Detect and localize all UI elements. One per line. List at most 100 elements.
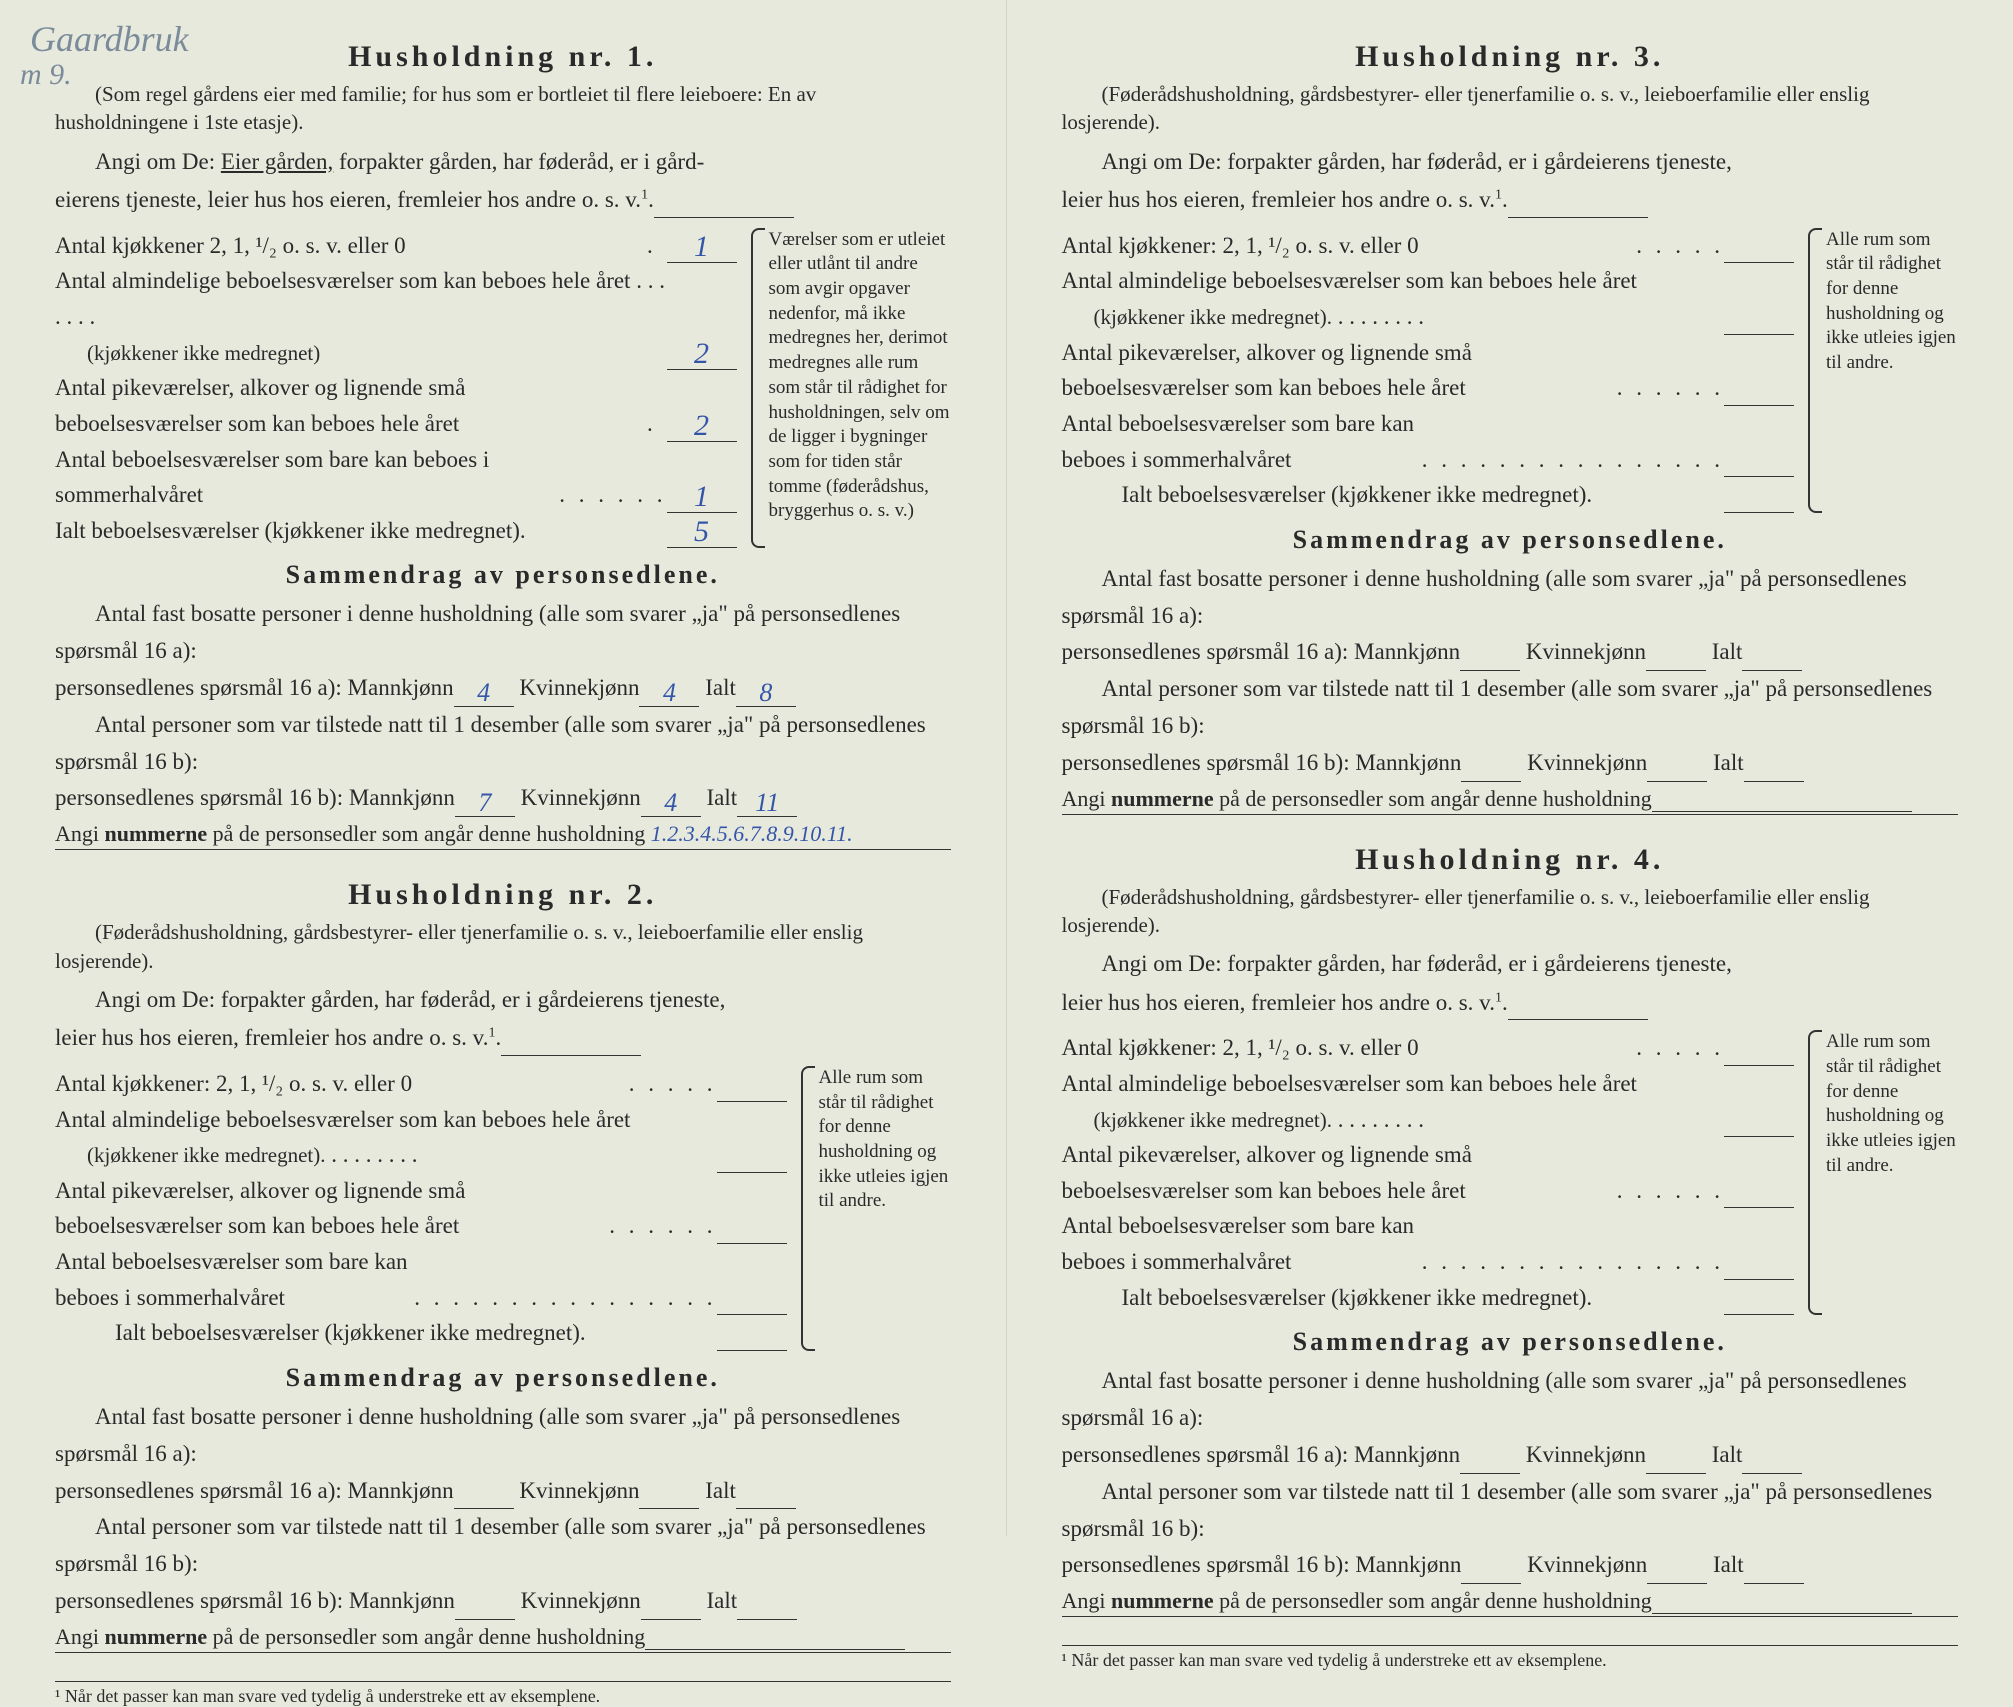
almindelige-label-text: Antal almindelige beboelsesværelser som … (1062, 268, 1637, 293)
tilstede-1-vals: personsedlenes spørsmål 16 b): Mannkjønn… (55, 780, 951, 817)
bosatte-m[interactable]: 4 (454, 680, 514, 707)
household-4-angi2: leier hus hos eieren, fremleier hos andr… (1062, 986, 1959, 1021)
kvinnekjonn-label: Kvinnekjønn (519, 675, 639, 700)
tilstede-i[interactable]: 11 (737, 790, 797, 817)
pike-label: Antal pikeværelser, alkover og lignende … (1062, 1137, 1617, 1208)
almindelige-value[interactable] (717, 1170, 787, 1173)
tilstede-k[interactable] (641, 1619, 701, 1620)
ialt-value[interactable] (1724, 510, 1794, 513)
almindelige-label: Antal almindelige beboelsesværelser som … (55, 263, 667, 370)
rooms-left: Antal kjøkkener: 2, 1, ¹/₂ o. s. v. elle… (1062, 1030, 1795, 1315)
room-almindelige: Antal almindelige beboelsesværelser som … (1062, 1066, 1795, 1137)
room-ialt: Ialt beboelsesværelser (kjøkkener ikke m… (55, 1315, 787, 1351)
tilstede-k[interactable] (1647, 781, 1707, 782)
bosatte-3: Antal fast bosatte personer i denne hush… (1062, 561, 1959, 635)
summary-title-3: Sammendrag av personsedlene. (1062, 525, 1959, 555)
kvinnekjonn-label: Kvinnekjønn (519, 1478, 639, 1503)
rooms-sidebar-2: Alle rum som står til rådighet for denne… (801, 1066, 951, 1351)
nummerne-value[interactable] (1652, 811, 1912, 812)
nummerne-value[interactable] (645, 1649, 905, 1650)
mannkjonn-label: Mannkjønn (1355, 750, 1461, 775)
tilstede-m[interactable]: 7 (455, 790, 515, 817)
pike-value[interactable] (1724, 1205, 1794, 1208)
sommer-value[interactable] (1724, 474, 1794, 477)
bosatte-3-vals: personsedlenes spørsmål 16 a): Mannkjønn… (1062, 634, 1959, 671)
room-kjokkener: Antal kjøkkener: 2, 1, ¹/₂ o. s. v. elle… (1062, 1030, 1795, 1066)
sommer-value[interactable] (717, 1312, 787, 1315)
tilstede-m[interactable] (1461, 1583, 1521, 1584)
household-1-angi2: eierens tjeneste, leier hus hos eieren, … (55, 183, 951, 218)
rooms-sidebar-4: Alle rum som står til rådighet for denne… (1808, 1030, 1958, 1315)
bosatte-k[interactable]: 4 (639, 680, 699, 707)
tilstede-i[interactable] (1744, 1583, 1804, 1584)
almindelige-sub: (kjøkkener ikke medregnet). (1062, 1108, 1333, 1132)
page-right: Husholdning nr. 3. (Føderådshusholdning,… (1007, 0, 2013, 1536)
household-3: Husholdning nr. 3. (Føderådshusholdning,… (1062, 40, 1959, 815)
rooms-sidebar-3: Alle rum som står til rådighet for denne… (1808, 228, 1958, 513)
kjokkener-value[interactable] (1724, 1063, 1794, 1066)
ialt-label: Ialt beboelsesværelser (kjøkkener ikke m… (55, 1315, 717, 1351)
kjokkener-value[interactable] (1724, 260, 1794, 263)
dots: . . . . . (1636, 1030, 1724, 1066)
ialt-value[interactable] (717, 1348, 787, 1351)
ialt-label: Ialt (1712, 639, 1743, 664)
kjokkener-value[interactable] (717, 1099, 787, 1102)
footnote-ref: 1 (641, 188, 648, 203)
room-sommer: Antal beboelsesværelser som bare kan beb… (55, 1244, 787, 1315)
summary-title-4: Sammendrag av personsedlene. (1062, 1327, 1959, 1357)
ialt-value[interactable]: 5 (667, 518, 737, 548)
sommer-value[interactable]: 1 (667, 483, 737, 513)
room-sommer: Antal beboelsesværelser som bare kan beb… (55, 442, 737, 513)
almindelige-value[interactable] (1724, 332, 1794, 335)
nummerne-3: Angi nummerne på de personsedler som ang… (1062, 786, 1959, 815)
angi-blank[interactable] (501, 1055, 641, 1056)
ialt-label: Ialt (1713, 1552, 1744, 1577)
dots: . (637, 406, 666, 442)
tilstede-i[interactable] (1744, 781, 1804, 782)
room-pike: Antal pikeværelser, alkover og lignende … (1062, 1137, 1795, 1208)
sidebar-text: Værelser som er utleiet eller utlånt til… (769, 229, 950, 522)
pike-label: Antal pikeværelser, alkover og lignende … (1062, 335, 1617, 406)
room-ialt: Ialt beboelsesværelser (kjøkkener ikke m… (55, 513, 737, 549)
tilstede-m[interactable] (1461, 781, 1521, 782)
household-1: Husholdning nr. 1. (Som regel gårdens ei… (55, 40, 951, 850)
tilstede-m[interactable] (455, 1619, 515, 1620)
dots: . . . . . . (559, 477, 666, 513)
sommer-label: Antal beboelsesværelser som bare kan beb… (55, 442, 559, 513)
tilstede-k[interactable] (1647, 1583, 1707, 1584)
pike-value[interactable] (717, 1241, 787, 1244)
rooms-left: Antal kjøkkener: 2, 1, ¹/₂ o. s. v. elle… (1062, 228, 1795, 513)
pike-value[interactable] (1724, 403, 1794, 406)
angi-blank[interactable] (1508, 1019, 1648, 1020)
brace-icon (1808, 228, 1822, 513)
rooms-sidebar-1: Værelser som er utleiet eller utlånt til… (751, 228, 951, 549)
household-1-angi: Angi om De: Eier gården, forpakter gårde… (55, 145, 951, 180)
tilstede-k[interactable]: 4 (641, 790, 701, 817)
nummerne-value[interactable]: 1.2.3.4.5.6.7.8.9.10.11. (651, 821, 853, 846)
dots: . . . . . . . . . . . . . . . . (1422, 1244, 1724, 1280)
footnote-ref: 1 (488, 1026, 495, 1041)
angi-blank[interactable] (1508, 217, 1648, 218)
dots: . . . . . (1636, 228, 1724, 264)
nummerne-value[interactable] (1652, 1613, 1912, 1614)
household-3-title: Husholdning nr. 3. (1062, 40, 1959, 74)
household-2: Husholdning nr. 2. (Føderådshusholdning,… (55, 878, 951, 1653)
room-kjokkener: Antal kjøkkener: 2, 1, ¹/₂ o. s. v. elle… (1062, 228, 1795, 264)
tilstede-i[interactable] (737, 1619, 797, 1620)
pike-value[interactable]: 2 (667, 412, 737, 442)
sommer-value[interactable] (1724, 1277, 1794, 1280)
angi-blank[interactable] (654, 217, 794, 218)
ialt-value[interactable] (1724, 1312, 1794, 1315)
footnote-right: ¹ Når det passer kan man svare ved tydel… (1062, 1645, 1959, 1671)
dots: . . . . . . (1617, 1173, 1724, 1209)
kvinnekjonn-label: Kvinnekjønn (521, 785, 641, 810)
mannkjonn-label: Mannkjønn (1354, 639, 1460, 664)
mannkjonn-label: Mannkjønn (348, 675, 454, 700)
bosatte-i[interactable]: 8 (736, 680, 796, 707)
ialt-label: Ialt (707, 1588, 738, 1613)
almindelige-label: Antal almindelige beboelsesværelser som … (1062, 1066, 1725, 1137)
almindelige-value[interactable] (1724, 1134, 1794, 1137)
kjokkener-value[interactable]: 1 (667, 233, 737, 263)
nummerne-bold: nummerne (1111, 1588, 1214, 1613)
almindelige-value[interactable]: 2 (667, 340, 737, 370)
